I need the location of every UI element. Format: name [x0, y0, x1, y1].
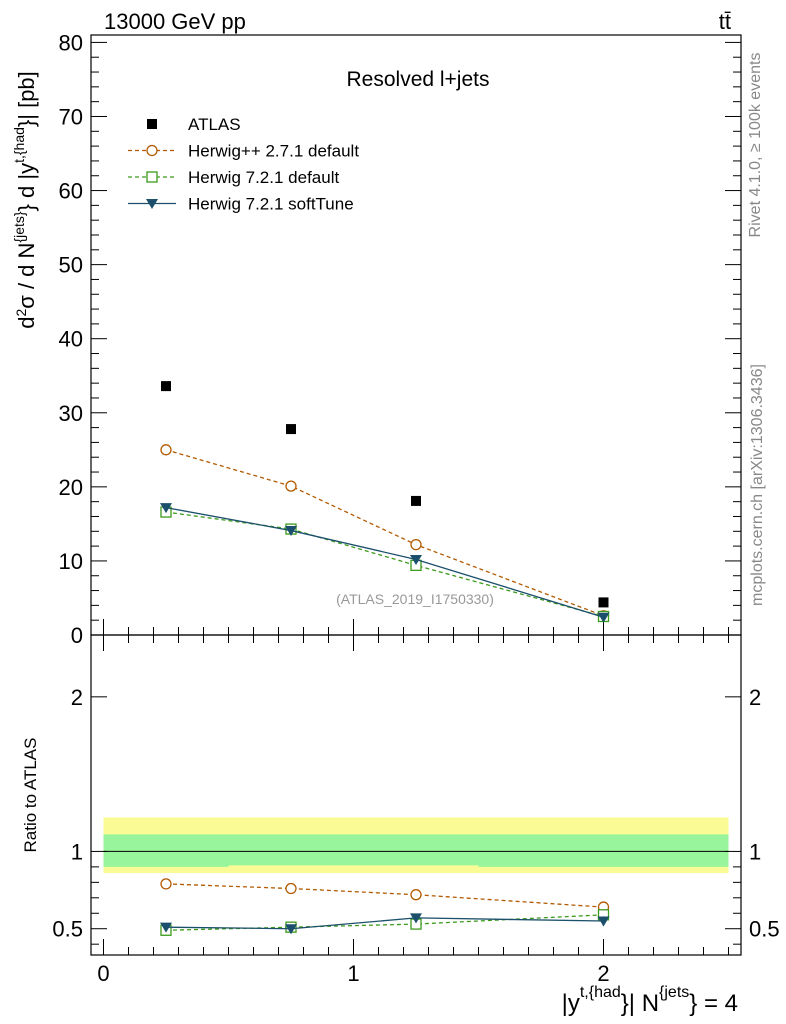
process-label: tt̄: [719, 9, 731, 34]
ratio-y-tick-label-right: 0.5: [749, 917, 780, 942]
energy-label: 13000 GeV pp: [104, 9, 246, 34]
series-line: [165, 506, 604, 618]
legend-marker: [147, 119, 157, 129]
data-point: [598, 597, 609, 608]
legend-marker: [146, 171, 158, 183]
ratio-series-herwig-2-7-1-default: [160, 878, 610, 913]
main-plot-content: 0 10 20 30 40 50 60 70 80: [59, 30, 742, 648]
analysis-watermark: (ATLAS_2019_I1750330): [336, 591, 494, 607]
ratio-series-herwig-7-2-1-default: [160, 909, 610, 936]
data-point: [161, 381, 171, 392]
main-y-tick-label: 10: [59, 549, 83, 574]
main-y-tick-label: 80: [59, 30, 83, 55]
ratio-data-point: [410, 889, 422, 901]
ratio-series-line: [165, 883, 604, 908]
data-point: [411, 495, 421, 506]
data-point: [160, 444, 172, 456]
main-title: Resolved l+jets: [347, 68, 490, 91]
main-panel: Resolved l+jets (ATLAS_2019_I1750330) d2…: [11, 30, 742, 648]
x-axis-label: |yt,{had}| N{jets} = 4: [562, 984, 738, 1017]
data-point: [410, 554, 422, 565]
main-y-tick-label: 30: [59, 401, 83, 426]
series-atlas: [161, 381, 609, 608]
legend-label: ATLAS: [188, 115, 241, 134]
data-point: [597, 612, 610, 623]
uncertainty-band-stat: [478, 834, 729, 867]
main-y-tick-label: 50: [59, 253, 83, 278]
rivet-version-label: Rivet 4.1.0, ≥ 100k events: [747, 53, 764, 238]
legend-marker: [146, 144, 158, 157]
ratio-y-tick-label-right: 2: [749, 685, 761, 710]
data-point: [410, 538, 422, 551]
ratio-plot-frame: [90, 634, 742, 956]
legend-entry: Herwig++ 2.7.1 default: [128, 142, 359, 161]
legend-label: Herwig++ 2.7.1 default: [188, 142, 359, 161]
uncertainty-band-stat: [103, 834, 229, 867]
ratio-data-point: [410, 913, 422, 924]
legend-marker: [146, 199, 158, 209]
ratio-series-herwig-7-2-1-softtune: [160, 913, 610, 935]
main-y-tick-label: 70: [59, 104, 83, 129]
series-herwig-7-2-1-softtune: [160, 503, 610, 623]
ratio-series-line: [165, 917, 604, 930]
main-y-tick-label: 0: [71, 623, 83, 648]
legend-entry: Herwig 7.2.1 softTune: [128, 195, 354, 214]
legend-label: Herwig 7.2.1 default: [188, 168, 339, 187]
data-point: [285, 526, 297, 537]
legend: ATLAS Herwig++ 2.7.1 default Herwig 7.2.1 …: [128, 115, 359, 214]
ratio-y-tick-label-left: 2: [71, 685, 83, 710]
ratio-data-point: [285, 924, 297, 935]
mcplots-label: mcplots.cern.ch [arXiv:1306.3436]: [749, 364, 766, 606]
legend-label: Herwig 7.2.1 softTune: [188, 195, 354, 214]
uncertainty-band-stat: [353, 834, 479, 866]
x-tick-label: 0: [97, 961, 109, 986]
uncertainty-band-stat: [228, 834, 354, 866]
ratio-panel: Ratio to ATLAS 0.5 0.5 1 1 2 2 0 1 2 |yt,{had}| …: [21, 634, 780, 1017]
main-y-tick-label: 60: [59, 179, 83, 204]
main-y-tick-label: 20: [59, 475, 83, 500]
ratio-y-tick-label-left: 0.5: [52, 917, 83, 942]
ratio-data-point: [160, 878, 172, 890]
x-tick-label: 1: [347, 961, 359, 986]
data-point: [286, 424, 296, 435]
x-tick-label: 2: [597, 961, 609, 986]
series-line: [165, 449, 604, 617]
ratio-data-point: [285, 882, 297, 895]
legend-entry: Herwig 7.2.1 default: [128, 168, 339, 187]
main-y-axis-label: d2σ / d N{jets}} d |yt,{had}| [pb]: [11, 71, 39, 329]
data-point: [285, 480, 297, 492]
series-line: [165, 511, 604, 618]
legend-entry: ATLAS: [147, 115, 241, 134]
ratio-y-axis-label: Ratio to ATLAS: [21, 738, 40, 853]
ratio-data-point: [160, 922, 172, 933]
main-y-tick-label: 40: [59, 327, 83, 352]
ratio-data-point: [597, 916, 610, 927]
ratio-y-tick-label-left: 1: [71, 839, 83, 864]
ratio-y-tick-label-right: 1: [749, 839, 761, 864]
data-point: [160, 503, 172, 514]
ratio-plot-content: 0.5 0.5 1 1 2 2 0 1 2: [52, 634, 780, 986]
